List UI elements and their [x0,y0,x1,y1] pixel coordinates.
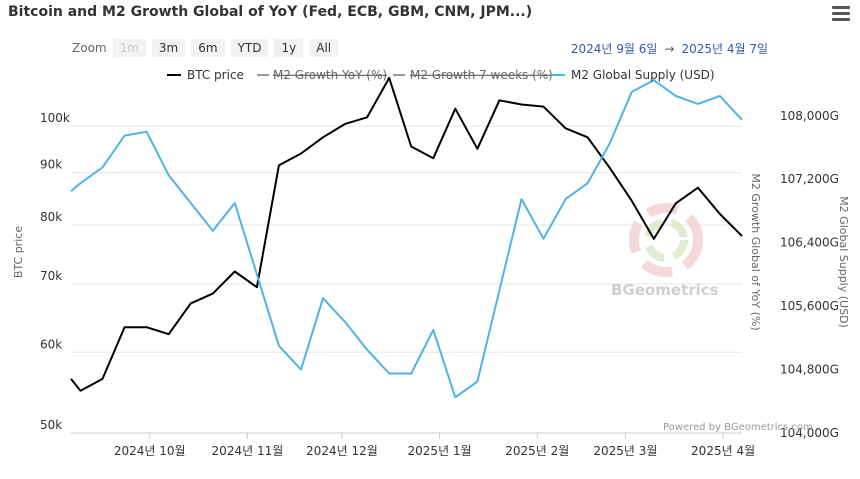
zoom-all-button[interactable]: All [309,39,339,57]
range-start-date[interactable]: 2024년 9월 6일 [570,42,658,56]
legend-label-btc-price: BTC price [187,68,244,82]
y-left-tick-label: 80k [40,210,62,224]
zoom-1m-button[interactable]: 1m [112,39,146,57]
y-right-tick-label: 104,000G [780,426,839,440]
zoom-6m-button[interactable]: 6m [191,39,225,57]
grid-layer [71,125,742,434]
y-left-tick-label: 50k [40,418,62,432]
x-tick-label: 2025년 2월 [505,444,569,458]
x-tick-label: 2025년 4월 [691,444,755,458]
date-range: 2024년 9월 6일 → 2025년 4월 7일 [571,40,768,57]
series-line-btc-price[interactable] [70,76,743,392]
range-end-date[interactable]: 2025년 4월 7일 [681,42,768,56]
x-tick-label: 2024년 11월 [212,444,284,458]
zoom-label: Zoom [72,41,107,55]
legend-item-btc-price[interactable]: BTC price [167,68,244,82]
y-left-tick-label: 90k [40,158,62,172]
x-tick-label: 2024년 10월 [114,444,186,458]
y-right-tick-label: 106,400G [780,236,839,250]
zoom-3m-button[interactable]: 3m [151,39,186,57]
legend-item-m2-global-supply[interactable]: M2 Global Supply (USD) [551,68,715,82]
y-right-inner-axis-title: M2 Growth Global of YoY (%) [749,173,762,330]
legend-item-m2-growth-7weeks[interactable]: M2 Growth 7 weeks (%) [393,68,553,82]
zoom-toolbar: Zoom 1m 3m 6m YTD 1y All [72,39,344,57]
chart-title: Bitcoin and M2 Growth Global of YoY (Fed… [8,4,533,20]
x-tick-label: 2025년 1월 [408,444,472,458]
series-line-m2-global-supply-usd-[interactable] [70,79,743,399]
y-right-tick-label: 105,600G [780,299,839,313]
legend-label-m2-growth-7weeks: M2 Growth 7 weeks (%) [410,68,553,82]
y-right-tick-label: 107,200G [780,172,839,186]
x-tick-label: 2025년 3월 [593,444,657,458]
legend-label-m2-global-supply: M2 Global Supply (USD) [571,68,715,82]
range-arrow-icon: → [664,42,675,56]
legend-label-m2-growth-yoy: M2 Growth YoY (%) [273,68,387,82]
watermark-text: BGeometrics [611,281,719,299]
y-left-axis-title: BTC price [12,226,25,278]
legend: BTC price M2 Growth YoY (%) M2 Growth 7 … [167,68,715,82]
zoom-ytd-button[interactable]: YTD [230,39,269,57]
axis-layer: 50k 60k 70k 80k 90k 100k 104,000G 104,800G 105,6… [12,109,850,458]
zoom-1y-button[interactable]: 1y [274,39,304,57]
y-right-tick-label: 108,000G [780,109,839,123]
y-left-tick-label: 70k [40,269,62,283]
y-right-tick-label: 104,800G [780,363,839,377]
hamburger-menu-icon[interactable] [832,6,850,22]
y-right-outer-axis-title: M2 Global Supply (USD) [837,196,850,328]
watermark-logo: BGeometrics [611,203,719,299]
y-left-tick-label: 60k [40,337,62,351]
credits-link[interactable]: Powered by BGeometrics.com [663,422,813,433]
x-tick-label: 2024년 12월 [306,444,378,458]
y-left-tick-label: 100k [40,111,70,125]
legend-item-m2-growth-yoy[interactable]: M2 Growth YoY (%) [257,68,387,82]
series-layer [70,76,743,399]
